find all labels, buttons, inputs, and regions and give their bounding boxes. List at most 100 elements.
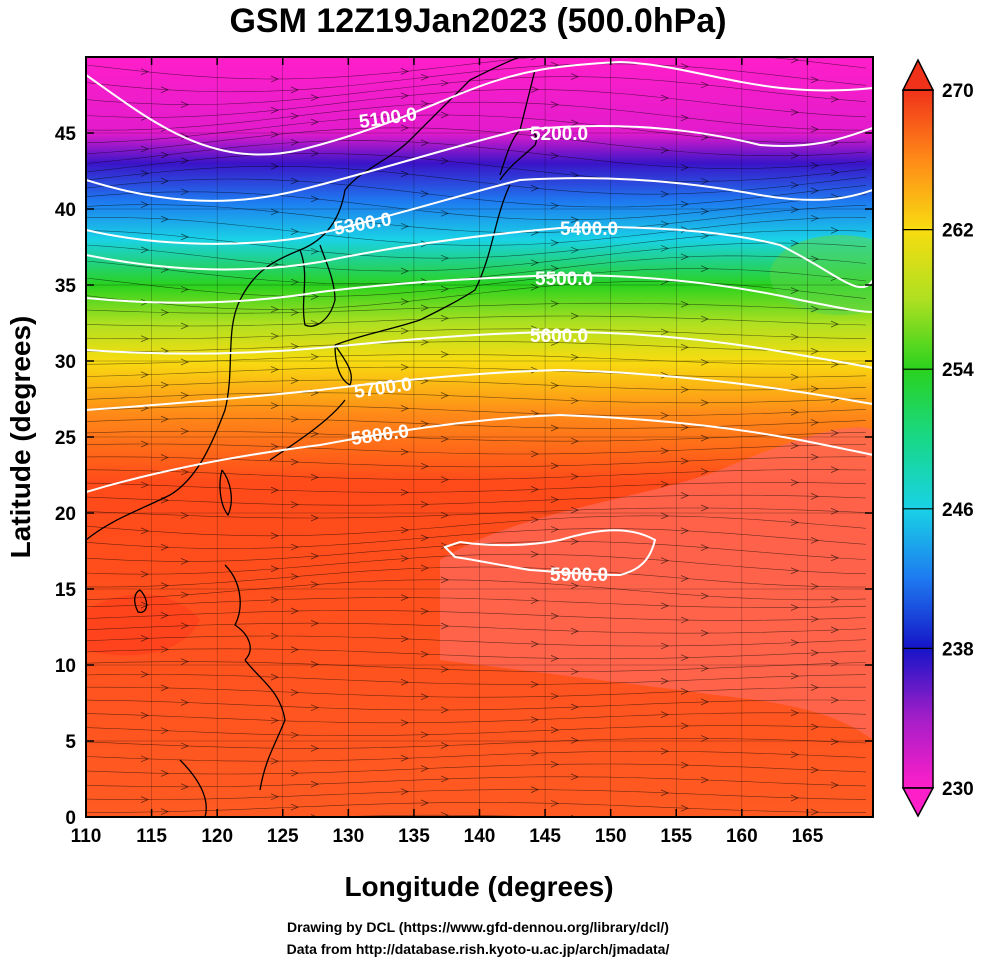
streamline-arrow — [440, 706, 450, 714]
streamline — [86, 405, 867, 416]
contour-5400 — [86, 226, 873, 289]
streamline-arrow — [830, 696, 840, 704]
streamline-arrow — [440, 157, 450, 165]
streamline-arrow — [420, 607, 430, 615]
streamline-arrow — [290, 689, 300, 696]
streamline — [86, 268, 867, 297]
streamline-arrow — [790, 751, 800, 759]
coast-ryukyu — [269, 399, 346, 461]
x-tick-label: 135 — [398, 826, 430, 847]
streamline — [86, 127, 867, 157]
streamline-arrow — [160, 646, 170, 653]
streamline-arrow — [790, 672, 800, 680]
contour-label-5900: 5900.0 — [550, 565, 608, 586]
contour-5100 — [86, 60, 873, 156]
x-tick-label: 160 — [726, 826, 758, 847]
streamline — [86, 418, 867, 429]
streamline-arrow — [270, 306, 280, 313]
streamline-arrow — [810, 187, 820, 195]
streamline-arrow — [660, 512, 670, 520]
streamline — [86, 635, 867, 647]
streamline-arrow — [270, 75, 280, 83]
streamline-arrow — [290, 139, 300, 146]
streamline-arrow — [140, 440, 150, 448]
streamline-arrow — [400, 363, 410, 371]
streamline-arrow — [310, 150, 320, 157]
streamline — [86, 648, 867, 660]
streamline-arrow — [830, 226, 840, 234]
streamline — [86, 456, 866, 468]
streamline-arrow — [310, 473, 320, 481]
streamline-arrow — [570, 538, 580, 545]
streamline-arrow — [550, 692, 560, 700]
streamline-arrow — [180, 591, 190, 599]
streamline-arrow — [290, 769, 300, 777]
streamline-arrow — [680, 761, 690, 769]
streamline-arrow — [810, 808, 820, 816]
streamline-arrow — [420, 304, 430, 312]
streamline-arrow — [790, 794, 800, 802]
streamline-arrow — [680, 457, 690, 465]
shading-patch-west — [86, 594, 200, 656]
lat-lon-grid — [86, 57, 873, 817]
streamline-arrow — [290, 278, 300, 286]
x-axis: 110 115 120 125 130 135 140 145 150 155 160 165 — [71, 57, 824, 847]
streamline-arrow — [310, 619, 320, 627]
streamline-arrow — [790, 287, 800, 294]
chart-title: GSM 12Z19Jan2023 (500.0hPa) — [229, 2, 726, 40]
streamline-arrow — [440, 392, 450, 399]
contour-label-5600: 5600.0 — [530, 326, 588, 347]
streamline-arrow — [310, 745, 320, 752]
colorbar-tick-label: 238 — [942, 639, 974, 660]
streamline — [86, 469, 867, 480]
x-tick-label: 155 — [660, 826, 692, 847]
streamline-arrow — [440, 111, 450, 119]
streamline-arrow — [660, 447, 670, 455]
streamline — [86, 392, 867, 404]
streamline-arrow — [810, 766, 820, 774]
streamline-arrow — [440, 351, 450, 358]
streamline-arrow — [570, 312, 580, 320]
streamline-arrow — [830, 554, 840, 562]
streamline — [86, 153, 867, 182]
streamline-arrow — [790, 206, 800, 214]
streamline-arrow — [400, 267, 410, 275]
streamline-arrow — [790, 567, 800, 575]
streamline — [86, 610, 867, 621]
streamline-arrow — [400, 594, 410, 601]
streamline — [86, 229, 867, 259]
streamline-arrow — [660, 190, 670, 198]
contour-5800 — [86, 413, 873, 493]
streamline-arrow — [700, 359, 710, 366]
x-axis-label: Longitude (degrees) — [344, 871, 613, 902]
streamline-arrow — [270, 793, 280, 801]
streamline-arrow — [160, 454, 170, 461]
streamline-arrow — [530, 749, 540, 757]
streamline-arrow — [270, 757, 280, 765]
streamline-arrow — [440, 576, 450, 584]
colorbar-bottom-arrow — [901, 787, 935, 818]
streamline-arrow — [830, 320, 840, 328]
streamline-arrow — [790, 604, 800, 611]
streamline-arrow — [700, 232, 710, 240]
streamline-arrow — [400, 526, 410, 534]
streamline-arrow — [160, 684, 170, 692]
contour-5200 — [86, 124, 873, 202]
streamline — [86, 515, 867, 537]
colorbar-tick-label: 230 — [942, 779, 974, 800]
streamline — [86, 802, 866, 813]
streamline-arrow — [701, 820, 708, 826]
streamline-arrow — [310, 780, 320, 788]
streamline — [86, 217, 867, 246]
y-tick-label: 25 — [55, 428, 77, 449]
streamline-arrow — [530, 184, 540, 192]
streamline-arrow — [420, 100, 430, 108]
streamline-arrow — [140, 68, 150, 76]
streamline-arrow — [680, 575, 690, 582]
streamline-arrow — [810, 255, 820, 263]
streamline-arrow — [400, 298, 410, 305]
streamline — [86, 725, 867, 736]
contour-5500 — [86, 273, 873, 313]
streamline-arrow — [810, 684, 820, 691]
streamline-arrow — [270, 632, 280, 640]
